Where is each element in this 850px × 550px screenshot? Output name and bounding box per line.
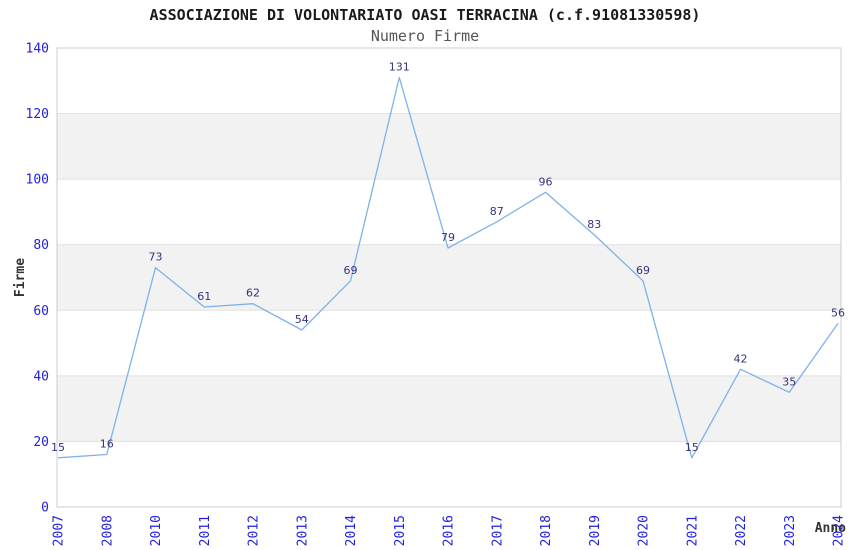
y-axis-title: Firme (13, 258, 28, 297)
data-point-label: 15 (51, 441, 65, 454)
data-point-label: 61 (197, 290, 211, 303)
x-axis-title: Anno (815, 521, 846, 536)
x-tick-label: 2021 (685, 515, 700, 546)
data-point-label: 16 (100, 438, 114, 451)
grid-band (57, 375, 841, 442)
data-point-label: 87 (490, 205, 504, 218)
y-tick-label: 100 (26, 173, 49, 188)
data-point-label: 69 (636, 264, 650, 277)
x-tick-label: 2017 (490, 515, 505, 546)
data-point-label: 42 (734, 352, 748, 365)
y-tick-label: 120 (26, 107, 49, 122)
x-tick-label: 2022 (734, 515, 749, 546)
x-tick-label: 2023 (783, 515, 798, 546)
x-tick-label: 2016 (442, 515, 457, 546)
x-tick-label: 2020 (637, 515, 652, 546)
data-point-label: 79 (441, 231, 455, 244)
data-point-label: 131 (389, 61, 410, 74)
data-point-label: 15 (685, 441, 699, 454)
data-line (57, 76, 839, 459)
x-tick-label: 2008 (100, 515, 115, 546)
chart-subtitle: Numero Firme (370, 27, 480, 45)
x-tick-label: 2013 (295, 515, 310, 546)
x-tick-label: 2010 (149, 515, 164, 546)
x-tick-label: 2024 (832, 515, 847, 546)
data-point-label: 62 (246, 287, 260, 300)
plot-border (56, 47, 842, 508)
data-point-label: 35 (782, 375, 796, 388)
chart-title: ASSOCIAZIONE DI VOLONTARIATO OASI TERRAC… (149, 6, 701, 24)
x-tick-label: 2019 (588, 515, 603, 546)
data-point-label: 73 (149, 251, 163, 264)
x-tick-label: 2011 (198, 515, 213, 546)
x-tick-label: 2014 (344, 515, 359, 546)
y-tick-label: 40 (33, 369, 49, 384)
y-tick-label: 0 (41, 501, 49, 516)
x-tick-label: 2015 (393, 515, 408, 546)
data-point-label: 69 (344, 264, 358, 277)
x-tick-label: 2012 (247, 515, 262, 546)
grid-band (57, 244, 841, 311)
x-tick-label: 2018 (539, 515, 554, 546)
y-tick-label: 80 (33, 238, 49, 253)
y-tick-label: 140 (26, 42, 49, 57)
data-point-label: 96 (539, 175, 553, 188)
x-tick-label: 2007 (52, 515, 67, 546)
y-tick-label: 60 (33, 304, 49, 319)
data-point-label: 56 (831, 306, 845, 319)
data-point-label: 83 (587, 218, 601, 231)
grid-band (57, 113, 841, 180)
data-point-label: 54 (295, 313, 309, 326)
y-tick-label: 20 (33, 435, 49, 450)
